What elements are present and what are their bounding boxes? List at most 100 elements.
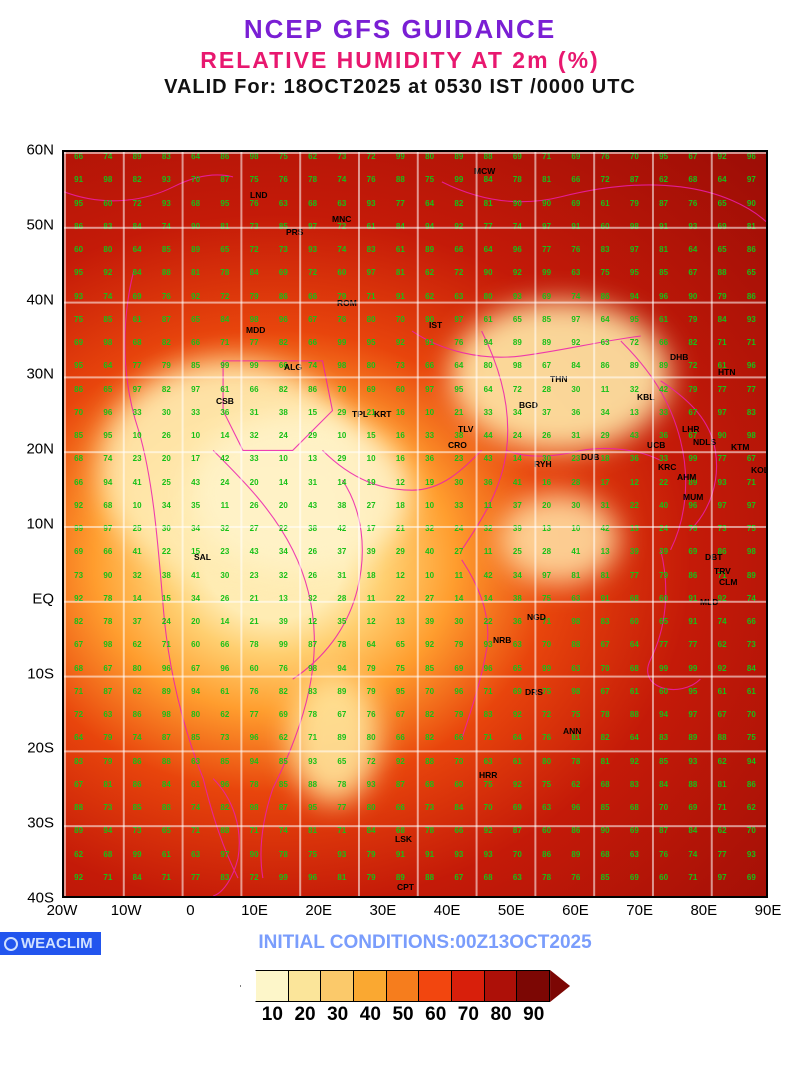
humidity-value-cell: 84 (357, 826, 386, 849)
humidity-value-cell: 95 (64, 199, 93, 222)
humidity-value-cell: 61 (123, 315, 152, 338)
colorbar-segment-80[interactable] (485, 970, 518, 1002)
humidity-value-cell: 82 (415, 733, 444, 756)
humidity-value-cell: 65 (386, 640, 415, 663)
colorbar-segment-90[interactable] (517, 970, 550, 1002)
humidity-value-cell: 75 (415, 175, 444, 198)
humidity-value-cell: 66 (64, 478, 93, 501)
humidity-value-cell: 98 (561, 687, 590, 710)
humidity-value-cell: 64 (181, 152, 210, 175)
humidity-value-cell: 36 (474, 478, 503, 501)
humidity-value-cell: 96 (737, 152, 766, 175)
humidity-value-cell: 15 (152, 594, 181, 617)
colorbar-segment-10[interactable] (256, 970, 289, 1002)
humidity-value-cell: 96 (737, 361, 766, 384)
color-legend[interactable]: 10 20 30 40 50 60 70 80 90 (240, 970, 570, 1026)
humidity-value-cell: 17 (591, 478, 620, 501)
humidity-value-cell: 96 (649, 292, 678, 315)
humidity-value-cell: 60 (649, 873, 678, 896)
humidity-value-cell: 71 (678, 873, 707, 896)
humidity-value-cell: 84 (678, 826, 707, 849)
humidity-value-cell: 79 (357, 664, 386, 687)
humidity-value-cell: 89 (444, 152, 473, 175)
humidity-value-cell: 77 (649, 640, 678, 663)
humidity-value-cell: 92 (474, 826, 503, 849)
humidity-value-cell: 98 (240, 315, 269, 338)
humidity-value-cell: 60 (240, 664, 269, 687)
humidity-value-cell: 69 (123, 292, 152, 315)
humidity-value-cell: 86 (123, 780, 152, 803)
humidity-value-cell: 68 (386, 826, 415, 849)
colorbar-segment-50[interactable] (387, 970, 420, 1002)
humidity-value-cell: 74 (93, 152, 122, 175)
humidity-value-cell: 21 (240, 594, 269, 617)
humidity-value-cell: 62 (415, 292, 444, 315)
humidity-value-cell: 66 (444, 733, 473, 756)
humidity-value-cell: 83 (210, 873, 239, 896)
humidity-value-cell: 63 (532, 803, 561, 826)
humidity-value-cell: 97 (532, 222, 561, 245)
humidity-value-cell: 83 (649, 733, 678, 756)
humidity-map[interactable]: 6674898364869875627372998089886971697670… (62, 150, 768, 898)
humidity-value-cell: 89 (415, 245, 444, 268)
humidity-value-cell: 98 (561, 617, 590, 640)
humidity-value-cell: 26 (298, 571, 327, 594)
humidity-value-cell: 36 (415, 454, 444, 477)
humidity-value-cell: 80 (532, 757, 561, 780)
humidity-value-cell: 82 (210, 803, 239, 826)
humidity-value-cell: 87 (386, 780, 415, 803)
humidity-value-cell: 22 (649, 478, 678, 501)
humidity-value-cell: 84 (474, 175, 503, 198)
humidity-value-cell: 93 (298, 245, 327, 268)
colorbar-tick-40: 40 (354, 1004, 387, 1026)
humidity-value-cell: 69 (678, 547, 707, 570)
humidity-value-cell: 83 (620, 780, 649, 803)
humidity-value-cell: 92 (93, 268, 122, 291)
humidity-value-cell: 61 (591, 199, 620, 222)
humidity-value-cell: 95 (298, 803, 327, 826)
humidity-value-cell: 12 (386, 571, 415, 594)
humidity-value-cell: 92 (386, 338, 415, 361)
humidity-value-cell: 62 (298, 152, 327, 175)
humidity-value-cell: 68 (620, 664, 649, 687)
colorbar-segment-30[interactable] (321, 970, 354, 1002)
humidity-value-cell: 70 (532, 640, 561, 663)
humidity-value-cell: 84 (123, 268, 152, 291)
humidity-value-cell: 62 (561, 780, 590, 803)
humidity-value-cell: 72 (678, 361, 707, 384)
humidity-value-cell: 91 (649, 222, 678, 245)
humidity-value-cell: 92 (708, 152, 737, 175)
humidity-value-cell: 63 (561, 664, 590, 687)
humidity-value-cell: 39 (269, 617, 298, 640)
humidity-value-cell: 35 (327, 617, 356, 640)
x-axis-tick-60E: 60E (562, 902, 589, 919)
humidity-value-cell: 98 (620, 222, 649, 245)
colorbar-segment-70[interactable] (452, 970, 485, 1002)
humidity-value-cell: 88 (415, 873, 444, 896)
humidity-value-cell: 69 (737, 873, 766, 896)
humidity-value-cell: 38 (444, 431, 473, 454)
humidity-value-cell: 73 (64, 571, 93, 594)
humidity-value-cell: 81 (210, 222, 239, 245)
humidity-value-cell: 76 (678, 524, 707, 547)
humidity-value-cell: 62 (64, 850, 93, 873)
humidity-value-cell: 86 (708, 547, 737, 570)
humidity-value-cell: 64 (64, 733, 93, 756)
colorbar-tick-70: 70 (452, 1004, 485, 1026)
humidity-value-cell: 14 (210, 617, 239, 640)
humidity-value-cell: 91 (678, 617, 707, 640)
city-label-clm: CLM (719, 577, 737, 587)
humidity-value-cell: 86 (678, 571, 707, 594)
humidity-value-cell: 69 (678, 803, 707, 826)
humidity-value-cell: 40 (415, 547, 444, 570)
colorbar-segment-20[interactable] (289, 970, 322, 1002)
colorbar-segment-60[interactable] (419, 970, 452, 1002)
humidity-value-cell: 69 (269, 268, 298, 291)
humidity-value-cell: 63 (181, 757, 210, 780)
humidity-value-cell: 74 (737, 594, 766, 617)
humidity-value-cell: 99 (532, 664, 561, 687)
colorbar-segment-40[interactable] (354, 970, 387, 1002)
humidity-value-cell: 64 (415, 199, 444, 222)
humidity-value-cell: 89 (678, 478, 707, 501)
colorbar-tick-60: 60 (419, 1004, 452, 1026)
